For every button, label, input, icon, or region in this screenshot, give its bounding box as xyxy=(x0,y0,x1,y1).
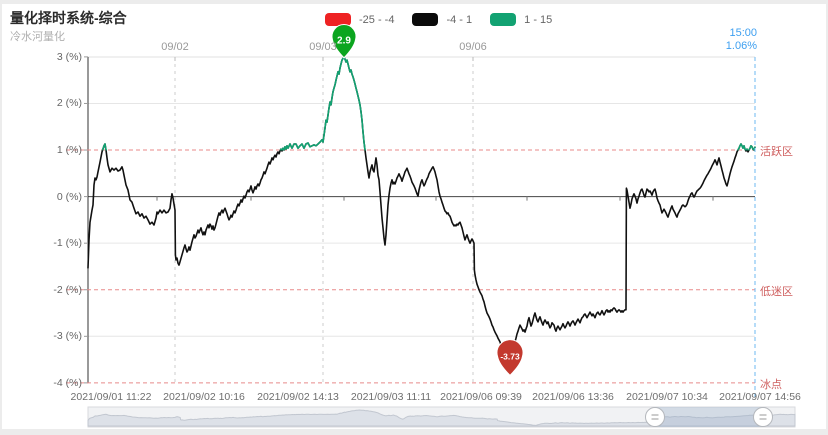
current-readout: 15:00 1.06% xyxy=(700,27,757,53)
current-time: 15:00 xyxy=(729,27,757,39)
datazoom-handle-left[interactable] xyxy=(645,407,665,427)
markpoint-pin-icon xyxy=(496,339,524,377)
datazoom-window[interactable] xyxy=(655,407,763,427)
legend-item-1-15[interactable]: 1 - 15 xyxy=(490,13,552,26)
page-title: 量化择时系统-综合 xyxy=(10,10,127,26)
page-subtitle: 冷水河量化 xyxy=(10,31,65,43)
legend-label: -4 - 1 xyxy=(446,13,473,26)
legend-item--25--4[interactable]: -25 - -4 xyxy=(325,13,394,26)
markpoint-label: 2.9 xyxy=(337,35,351,46)
series-line-black xyxy=(87,56,756,372)
datazoom-handle-right[interactable] xyxy=(753,407,773,427)
legend-swatch-icon xyxy=(490,13,517,26)
current-value: 1.06% xyxy=(725,40,757,52)
legend-item--4-1[interactable]: -4 - 1 xyxy=(412,13,472,26)
legend-label: 1 - 15 xyxy=(524,13,553,26)
datazoom-shadow xyxy=(87,409,796,427)
legend-swatch-icon xyxy=(412,13,439,26)
visualmap-legend: -25 - -4 -4 - 1 1 - 15 xyxy=(325,13,552,26)
markpoint-label: -3.73 xyxy=(500,351,520,361)
legend-label: -25 - -4 xyxy=(359,13,395,26)
markpoint-pin-icon xyxy=(331,24,357,59)
legend-swatch-icon xyxy=(325,13,351,26)
